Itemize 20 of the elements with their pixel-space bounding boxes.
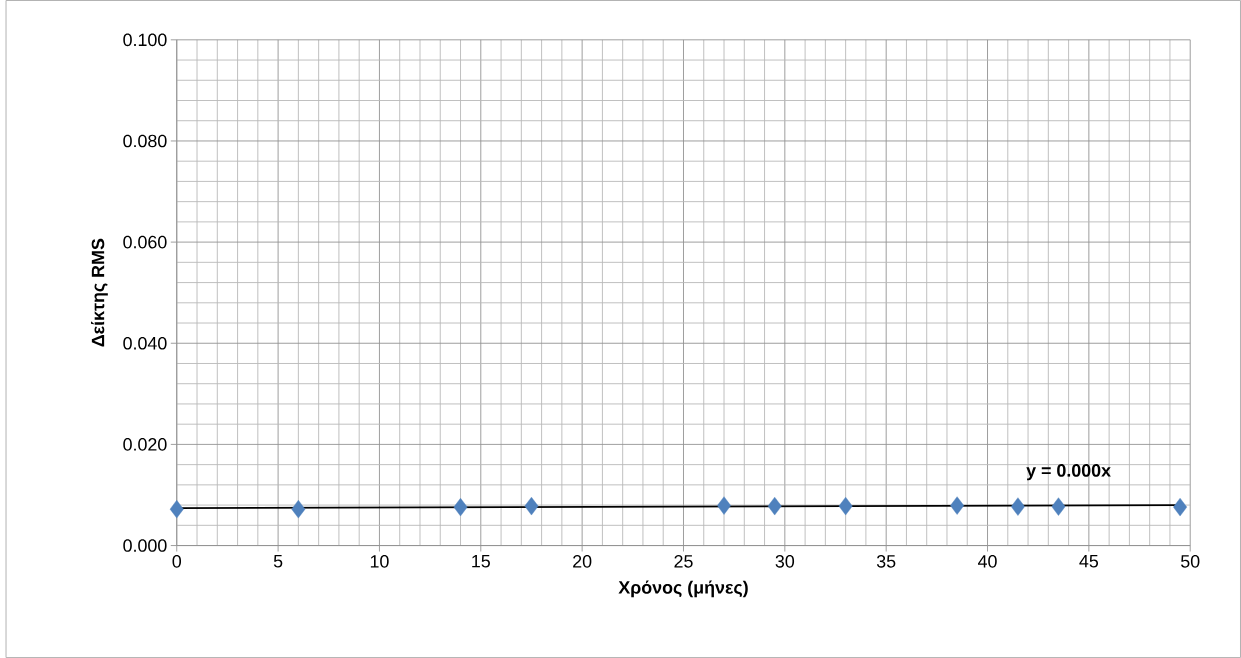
y-tick-label: 0.040	[123, 336, 167, 350]
x-tick-label: 30	[775, 555, 795, 568]
annotation: y = 0.000x	[1026, 464, 1111, 481]
x-tick-label: 5	[273, 555, 283, 568]
y-axis-title: Δείκτης RMS	[90, 238, 108, 347]
y-tick-label: 0.100	[123, 33, 167, 47]
y-tick-label: 0.020	[123, 438, 167, 451]
x-tick-label: 0	[172, 555, 182, 568]
x-tick-label: 20	[573, 555, 592, 568]
x-axis-title: Χρόνος (μήνες)	[618, 580, 748, 598]
x-tick-label: 50	[1181, 555, 1200, 568]
x-tick-label: 45	[1079, 555, 1099, 568]
y-tick-label: 0.080	[123, 134, 167, 148]
y-tick-label: 0.000	[123, 539, 167, 552]
x-tick-label: 25	[674, 555, 693, 568]
x-tick-label: 10	[370, 555, 389, 568]
x-tick-label: 35	[876, 555, 896, 568]
x-tick-label: 15	[472, 555, 490, 568]
x-tick-label: 40	[978, 555, 997, 568]
y-tick-label: 0.060	[123, 235, 167, 249]
